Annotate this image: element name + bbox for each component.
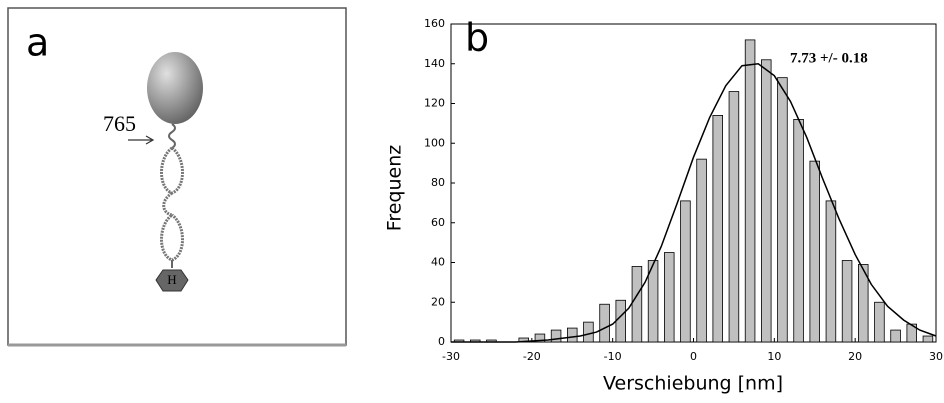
x-tick-label: -10 xyxy=(604,350,622,363)
bar xyxy=(890,329,901,343)
panel-a: a H 765 xyxy=(7,7,347,347)
y-tick-label: 0 xyxy=(438,335,445,348)
x-tick-label: 10 xyxy=(767,350,781,363)
bar xyxy=(922,335,934,343)
marker-arrow xyxy=(128,135,155,145)
x-axis-title: Verschiebung [nm] xyxy=(603,373,783,395)
bar xyxy=(631,266,643,343)
bar xyxy=(906,323,918,343)
x-tick-label: 0 xyxy=(690,350,697,363)
y-tick-label: 100 xyxy=(424,136,445,149)
x-tick-label: -20 xyxy=(523,350,541,363)
bar xyxy=(793,119,804,343)
x-tick-label: 30 xyxy=(929,350,943,363)
bar xyxy=(696,158,707,343)
y-tick-label: 80 xyxy=(431,176,445,189)
bar xyxy=(647,260,659,343)
bar xyxy=(777,77,788,343)
bar xyxy=(534,333,546,343)
bar xyxy=(841,260,853,343)
panel-label: b xyxy=(465,16,489,60)
panel-label: a xyxy=(26,21,49,65)
y-tick-label: 120 xyxy=(424,97,445,110)
bar xyxy=(858,264,869,343)
y-tick-label: 20 xyxy=(431,295,445,308)
bar xyxy=(712,115,724,343)
y-tick-label: 60 xyxy=(431,216,445,229)
bar xyxy=(664,252,675,343)
bar xyxy=(567,327,578,343)
y-tick-label: 140 xyxy=(424,57,445,70)
x-tick-label: -30 xyxy=(442,350,460,363)
bar xyxy=(825,200,837,343)
y-tick-label: 40 xyxy=(431,256,445,269)
panel-b: b Verschiebung [nm] Frequenz xyxy=(384,16,784,395)
bar xyxy=(583,321,594,343)
domain-label: H xyxy=(167,272,176,287)
y-axis-title: Frequenz xyxy=(384,145,406,231)
hexagon xyxy=(155,269,189,292)
y-tick-label: 160 xyxy=(424,17,445,30)
bar xyxy=(615,299,627,343)
bar xyxy=(599,303,610,343)
bar xyxy=(809,160,821,343)
linker xyxy=(168,123,176,149)
bar xyxy=(761,59,772,343)
fit-annotation: 7.73 +/- 0.18 xyxy=(790,50,868,66)
bar xyxy=(728,91,740,343)
sphere xyxy=(147,52,203,124)
bar xyxy=(744,39,756,343)
bar xyxy=(680,200,691,343)
fit-curve xyxy=(451,63,937,343)
bar xyxy=(874,301,885,343)
marker-label: 765 xyxy=(103,111,136,136)
bar xyxy=(550,329,562,343)
domains xyxy=(160,146,184,262)
x-tick-label: 20 xyxy=(848,350,862,363)
